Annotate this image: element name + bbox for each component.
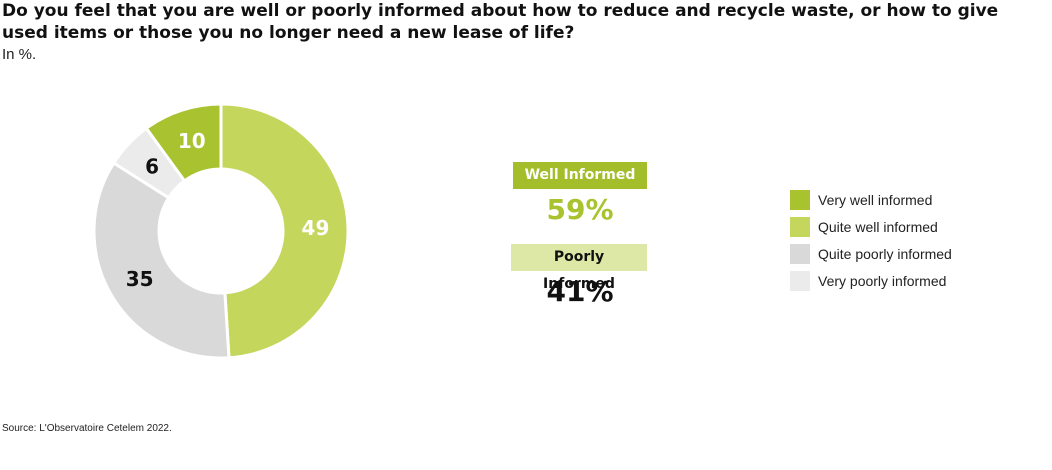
donut-slice-quite-well-informed bbox=[219, 102, 350, 360]
legend-item-quite-poorly: Quite poorly informed bbox=[790, 240, 952, 267]
donut-slice-label: 35 bbox=[126, 267, 154, 291]
legend-swatch bbox=[790, 189, 810, 210]
source-note: Source: L'Observatoire Cetelem 2022. bbox=[2, 423, 172, 434]
poorly-informed-total: 41% bbox=[546, 275, 614, 308]
legend-swatch bbox=[790, 270, 810, 291]
poorly-informed-badge: Poorly Informed bbox=[511, 244, 647, 292]
legend-label: Very well informed bbox=[818, 191, 933, 208]
legend-label: Quite well informed bbox=[818, 218, 938, 235]
legend-label: Very poorly informed bbox=[818, 272, 947, 289]
chart-subtitle: In %. bbox=[2, 46, 37, 63]
legend-item-very-poorly: Very poorly informed bbox=[790, 267, 952, 294]
chart-legend: Very well informed Quite well informed Q… bbox=[790, 186, 952, 294]
legend-item-very-well: Very well informed bbox=[790, 186, 952, 213]
well-informed-badge: Well Informed bbox=[513, 162, 647, 189]
donut-slice-label: 49 bbox=[302, 216, 330, 240]
donut-slice-label: 6 bbox=[145, 154, 159, 178]
legend-swatch bbox=[790, 243, 810, 264]
donut-slice-quite-poorly-informed bbox=[92, 160, 231, 360]
chart-title: Do you feel that you are well or poorly … bbox=[2, 1, 999, 43]
legend-swatch bbox=[790, 216, 810, 237]
legend-label: Quite poorly informed bbox=[818, 245, 952, 262]
legend-item-quite-well: Quite well informed bbox=[790, 213, 952, 240]
well-informed-total: 59% bbox=[546, 193, 614, 226]
donut-slice-very-well-informed bbox=[144, 102, 223, 183]
donut-slice-label: 10 bbox=[178, 129, 206, 153]
